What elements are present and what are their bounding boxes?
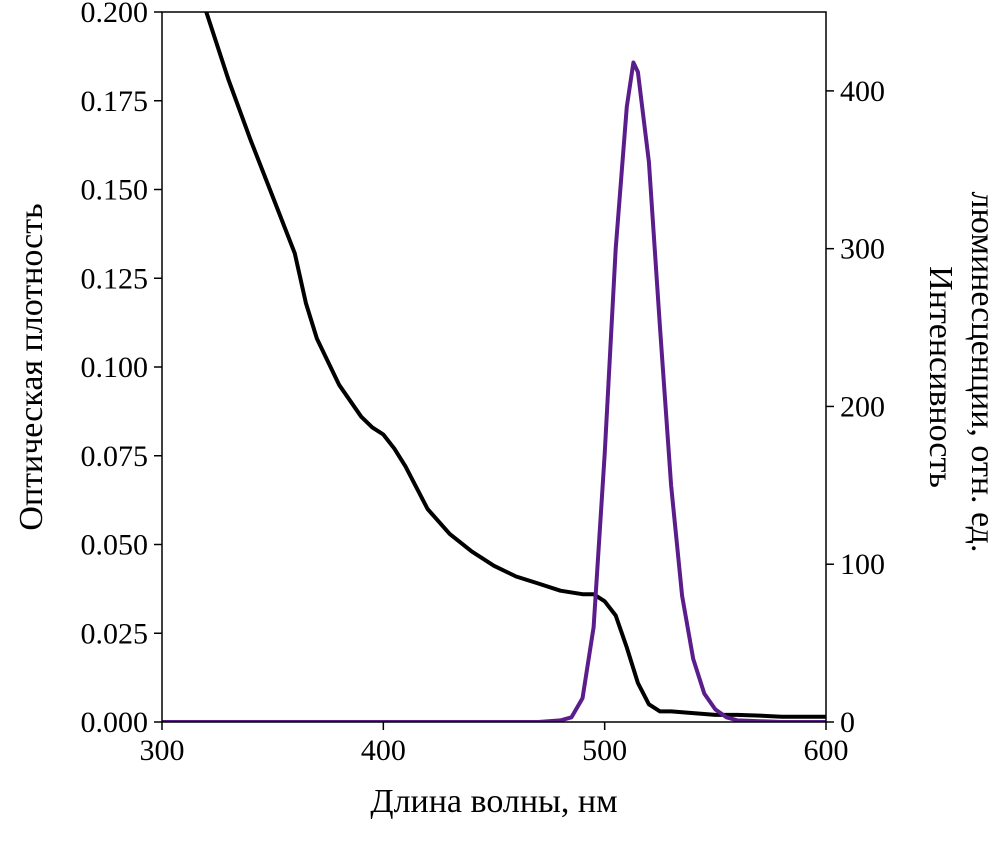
x-tick-label: 300 bbox=[140, 734, 185, 767]
series-line-luminescence bbox=[162, 60, 826, 722]
x-tick-label: 500 bbox=[582, 734, 627, 767]
y-left-axis-title: Оптическая плотность bbox=[13, 203, 50, 530]
y-right-tick-label: 100 bbox=[840, 548, 885, 581]
y-right-tick-label: 300 bbox=[840, 233, 885, 266]
x-tick-label: 400 bbox=[361, 734, 406, 767]
y-left-tick-label: 0.075 bbox=[81, 440, 149, 473]
y-right-tick-label: 0 bbox=[840, 706, 855, 739]
y-right-axis-ticks: 0 100 200 300 400 bbox=[826, 75, 885, 739]
y-left-tick-label: 0.000 bbox=[81, 706, 149, 739]
y-right-axis-title-line1: Интенсивность bbox=[922, 266, 959, 488]
series-line-optical-density bbox=[204, 12, 826, 719]
x-axis-ticks: 300 400 500 600 bbox=[140, 722, 849, 767]
y-left-tick-label: 0.200 bbox=[81, 0, 149, 29]
y-right-tick-label: 400 bbox=[840, 75, 885, 108]
x-tick-label: 600 bbox=[804, 734, 849, 767]
plot-frame bbox=[161, 11, 827, 723]
y-left-tick-label: 0.025 bbox=[81, 617, 149, 650]
y-left-tick-label: 0.150 bbox=[81, 174, 149, 207]
y-right-tick-label: 200 bbox=[840, 390, 885, 423]
y-left-tick-label: 0.050 bbox=[81, 529, 149, 562]
plot-lines bbox=[162, 12, 826, 722]
x-axis-title: Длина волны, нм bbox=[370, 783, 617, 820]
y-left-axis-ticks: 0.000 0.025 0.050 0.075 0.100 0.125 0.150 0.175… bbox=[81, 0, 162, 739]
y-left-tick-label: 0.100 bbox=[81, 351, 149, 384]
y-left-tick-label: 0.175 bbox=[81, 85, 149, 118]
y-left-tick-label: 0.125 bbox=[81, 262, 149, 295]
y-right-axis-title-line2: люминесценции, отн. ед. bbox=[964, 192, 1001, 553]
